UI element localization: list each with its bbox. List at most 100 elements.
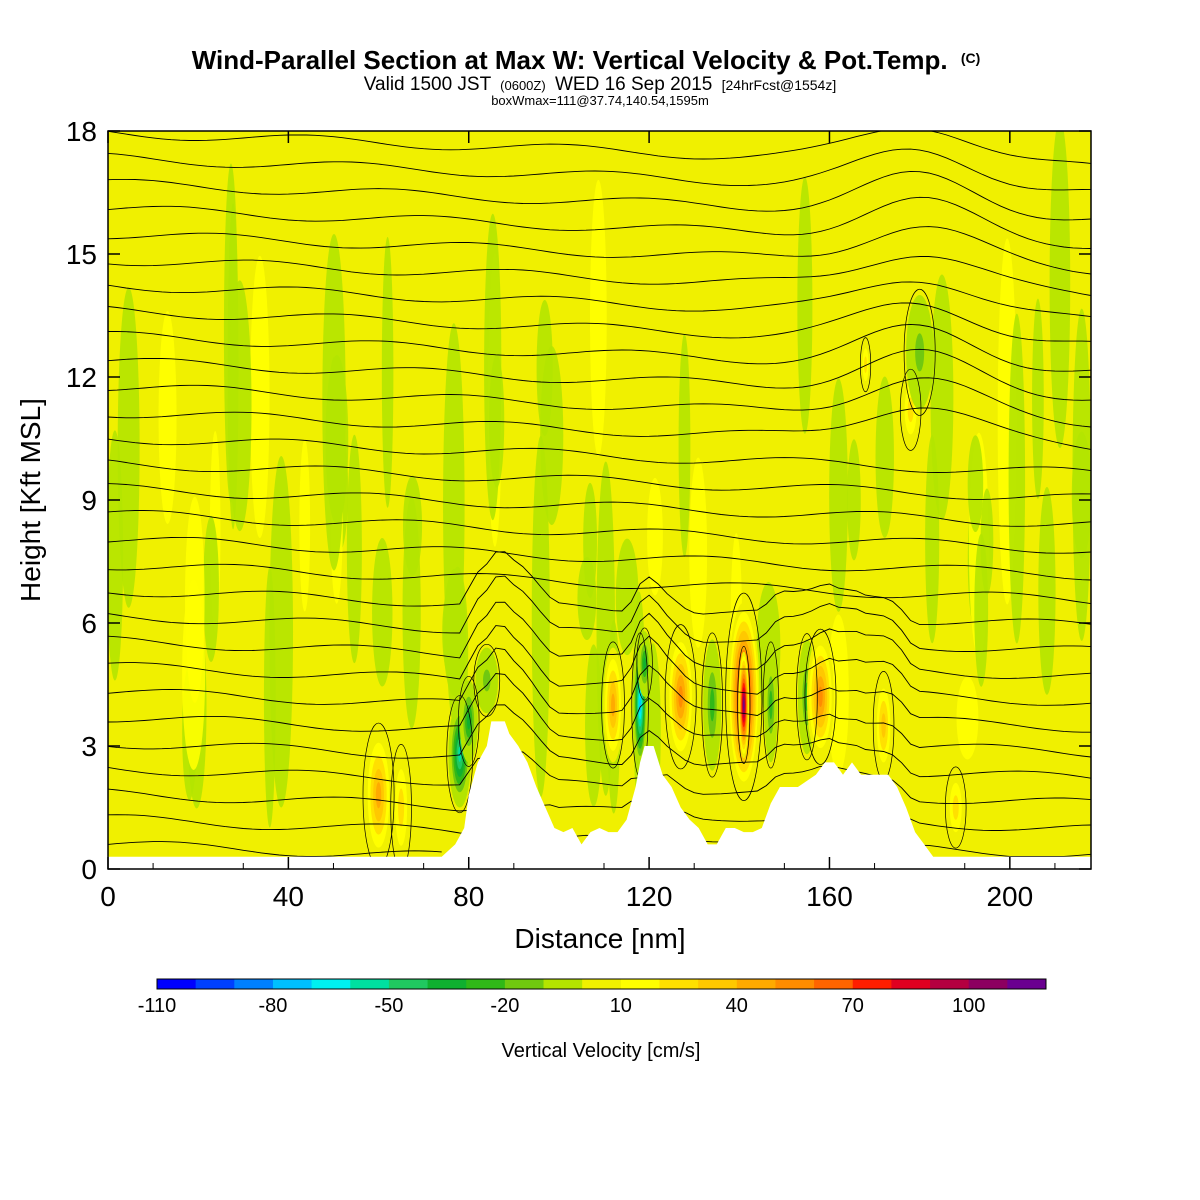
theta-contour [108, 170, 1091, 221]
colorbar-swatch [659, 979, 699, 989]
velocity-band [322, 234, 346, 571]
plot-area [108, 131, 1091, 869]
velocity-cell [678, 685, 683, 708]
velocity-cell [818, 686, 823, 708]
theta-contour [108, 536, 1091, 581]
theta-contour [108, 377, 1091, 428]
velocity-contour [701, 632, 723, 778]
velocity-contour [664, 624, 697, 770]
theta-contours [108, 131, 1091, 857]
chart-title: Wind-Parallel Section at Max W: Vertical… [192, 45, 981, 75]
velocity-cell [375, 782, 382, 809]
y-tick-label: 3 [81, 731, 97, 762]
velocity-band [829, 378, 848, 612]
colorbar-swatch [311, 979, 351, 989]
colorbar-swatch [698, 979, 738, 989]
y-tick-label: 15 [66, 239, 97, 270]
colorbar-swatch [968, 979, 1008, 989]
colorbar-swatch [234, 979, 274, 989]
velocity-cell [643, 657, 646, 671]
velocity-band [647, 477, 663, 596]
velocity-cell [611, 693, 616, 717]
theta-contour [108, 841, 442, 857]
velocity-band [1071, 431, 1091, 558]
colorbar-tick-label: 70 [842, 995, 864, 1017]
velocity-contour [860, 337, 872, 393]
velocity-band [875, 376, 894, 538]
theta-contour [108, 196, 1091, 249]
velocity-cell [881, 713, 886, 738]
theta-contour [108, 483, 1091, 527]
velocity-band [263, 566, 276, 828]
colorbar-swatch [157, 979, 197, 989]
velocity-contour [945, 766, 967, 849]
velocity-cell [639, 697, 641, 713]
velocity-cell [466, 713, 471, 730]
colorbar-swatch [852, 979, 892, 989]
chart-title-mark: (C) [961, 50, 980, 66]
theta-contour [108, 575, 1091, 652]
chart-box-info: boxWmax=111@37.74,140.54,1595m [491, 93, 709, 108]
velocity-band [930, 274, 954, 521]
x-tick-label: 160 [806, 881, 853, 912]
theta-contour [108, 131, 1091, 164]
theta-contour [108, 148, 1091, 191]
theta-contour [108, 256, 1091, 296]
theta-contour [108, 348, 1091, 401]
velocity-band [346, 434, 362, 664]
x-axis: 0 40 80 120 160 200 [100, 131, 1056, 912]
velocity-contour [601, 641, 625, 769]
valid-prefix: Valid 1500 JST [364, 74, 492, 95]
x-axis-label: Distance [nm] [514, 923, 685, 954]
y-axis-label: Height [Kft MSL] [15, 398, 46, 602]
velocity-band [678, 334, 691, 558]
y-tick-label: 0 [81, 854, 97, 885]
velocity-band [847, 439, 861, 561]
velocity-band [615, 538, 639, 656]
theta-contour [108, 438, 1091, 473]
y-tick-label: 18 [66, 116, 97, 147]
colorbar-swatch [1007, 979, 1047, 989]
velocity-contour [903, 288, 936, 416]
theta-contour [108, 551, 1091, 626]
velocity-contour [737, 646, 751, 764]
velocity-cell [907, 397, 914, 423]
velocity-contour [636, 627, 653, 701]
velocity-cell [398, 788, 405, 827]
colorbar-label: Vertical Velocity [cm/s] [502, 1040, 701, 1062]
colorbar-tick-label: -110 [138, 995, 177, 1017]
theta-contour [108, 281, 1091, 318]
colorbar: -110 -80 -50 -20 10 40 70 100 [138, 978, 1047, 1017]
colorbar-tick-label: -20 [490, 995, 519, 1017]
velocity-cell [952, 795, 959, 820]
colorbar-swatch [582, 979, 622, 989]
velocity-cell [709, 688, 715, 722]
colorbar-swatch [272, 979, 313, 989]
colorbar-swatch [195, 979, 235, 989]
colorbar-tick-label: 100 [952, 995, 985, 1017]
velocity-contour [473, 643, 501, 717]
velocity-cell [483, 669, 491, 692]
x-tick-label: 80 [453, 881, 484, 912]
y-axis: 0 3 6 9 12 15 18 [66, 116, 1091, 885]
x-tick-label: 120 [626, 881, 673, 912]
theta-contour [108, 510, 1091, 554]
velocity-contour [804, 628, 837, 765]
velocity-band [443, 323, 465, 686]
y-tick-label: 12 [66, 362, 97, 393]
colorbar-tick-label: -80 [259, 995, 288, 1017]
theta-contour [108, 563, 1091, 605]
velocity-band [585, 644, 603, 807]
valid-fcst: [24hrFcst@1554z] [722, 77, 837, 93]
chart-valid-time: Valid 1500 JST (0600Z) WED 16 Sep 2015 [… [364, 74, 836, 95]
colorbar-swatch [350, 979, 390, 989]
velocity-band [1038, 486, 1056, 695]
velocity-cell [915, 333, 925, 372]
velocity-band [577, 556, 597, 641]
velocity-band [956, 676, 979, 760]
velocity-band [797, 176, 813, 434]
velocity-band [203, 515, 219, 662]
velocity-band [250, 255, 270, 539]
colorbar-swatch [466, 979, 506, 989]
